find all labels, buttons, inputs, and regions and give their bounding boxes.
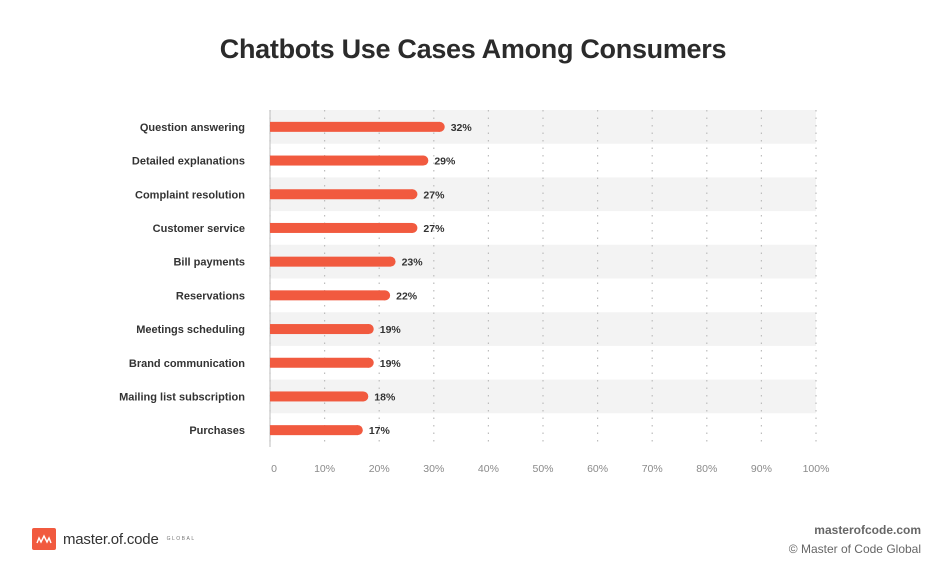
brand-logo: master.of.code GLOBAL [32, 527, 196, 551]
bar-end-cap [380, 290, 391, 301]
copyright-text: © Master of Code Global [788, 542, 921, 556]
bar-end-cap [385, 256, 396, 267]
category-label: Purchases [189, 425, 245, 437]
value-label: 27% [423, 223, 445, 235]
bar-end-cap [434, 121, 445, 132]
bar-end-cap [363, 324, 374, 335]
chart-title: Chatbots Use Cases Among Consumers [219, 34, 727, 64]
bar[interactable] [270, 324, 369, 335]
bar-end-cap [358, 391, 369, 402]
value-label: 17% [369, 425, 391, 437]
category-label: Detailed explanations [132, 156, 245, 168]
logo-subtext: GLOBAL [166, 536, 196, 542]
logo-text: master.of.code [63, 530, 159, 548]
bar[interactable] [270, 189, 413, 200]
value-label: 19% [380, 324, 402, 336]
category-label: Complaint resolution [135, 189, 245, 201]
category-label: Meetings scheduling [136, 324, 245, 336]
category-label: Mailing list subscription [119, 391, 245, 403]
value-label: 29% [434, 156, 456, 168]
x-tick-label: 70% [642, 463, 663, 475]
x-tick-label: 50% [532, 463, 553, 475]
value-label: 23% [402, 257, 424, 269]
bar[interactable] [270, 391, 364, 402]
x-tick-label: 90% [751, 463, 772, 475]
x-tick-label: 80% [696, 463, 717, 475]
bar-end-cap [418, 155, 429, 166]
x-tick-label: 30% [423, 463, 444, 475]
bar[interactable] [270, 121, 440, 132]
logo-mark-icon [32, 528, 56, 550]
x-tick-label: 10% [314, 463, 335, 475]
category-label: Bill payments [173, 257, 245, 269]
category-label: Reservations [176, 290, 245, 302]
value-label: 22% [396, 290, 418, 302]
site-url[interactable]: masterofcode.com [814, 523, 921, 537]
x-tick-label: 0 [271, 463, 277, 475]
bar-end-cap [363, 357, 374, 368]
value-label: 19% [380, 358, 402, 370]
category-label: Brand communication [129, 358, 245, 370]
bar[interactable] [270, 256, 391, 267]
value-label: 32% [451, 122, 473, 134]
bar-end-cap [352, 425, 363, 436]
value-label: 18% [374, 391, 396, 403]
x-tick-label: 60% [587, 463, 608, 475]
bar[interactable] [270, 155, 424, 166]
bar-end-cap [407, 222, 418, 233]
x-tick-label: 20% [369, 463, 390, 475]
x-tick-label: 40% [478, 463, 499, 475]
category-label: Customer service [153, 223, 245, 235]
bar[interactable] [270, 357, 369, 368]
bar[interactable] [270, 425, 358, 436]
value-label: 27% [423, 189, 445, 201]
x-tick-label: 100% [803, 463, 830, 475]
bar[interactable] [270, 222, 413, 233]
bar[interactable] [270, 290, 386, 301]
category-label: Question answering [140, 122, 245, 134]
bar-end-cap [407, 189, 418, 200]
